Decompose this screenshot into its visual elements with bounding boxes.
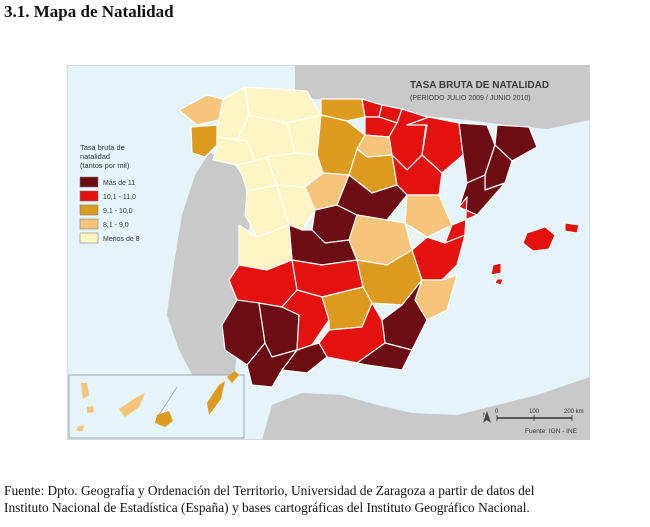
page-heading: 3.1. Mapa de Natalidad [4, 2, 174, 21]
province-cantabria [320, 98, 366, 122]
legend-title-line: (tantos por mil) [80, 161, 129, 170]
island-ibiza [490, 262, 502, 276]
provinces [178, 86, 538, 388]
legend-swatch [79, 204, 99, 216]
province-pontevedra [190, 124, 218, 158]
province-huesca [406, 116, 464, 174]
legend-label: Más de 11 [103, 180, 135, 187]
birth-rate-map: TASA BRUTA DE NATALIDAD (PERIODO JULIO 2… [67, 65, 590, 440]
island-formentera [494, 278, 504, 286]
north-arrow: N [483, 411, 491, 423]
legend-label: Menos de 8 [103, 236, 140, 243]
legend-swatch [79, 232, 99, 244]
legend-swatch [79, 176, 99, 188]
legend-label: 8,1 - 9,0 [103, 222, 129, 229]
legend: Tasa bruta de natalidad (tantos por mil)… [79, 143, 140, 244]
source-line: Instituto Nacional de Estadística (Españ… [4, 500, 530, 515]
scale-tick-label: 0 [495, 409, 499, 415]
province-almeria [356, 342, 413, 371]
scale-tick-label: 100 [529, 409, 540, 415]
island-la-gomera [87, 406, 94, 413]
island-mallorca [522, 226, 556, 252]
map-subtitle: (PERIODO JULIO 2009 / JUNIO 2010) [410, 95, 531, 102]
legend-swatch [79, 190, 99, 202]
island-la-palma [81, 383, 89, 399]
balearic-islands [490, 222, 580, 286]
island-tenerife [119, 393, 145, 417]
legend-swatch [79, 218, 99, 230]
legend-title-line: natalidad [80, 152, 110, 161]
map-credit: Fuente: IGN - INE [525, 428, 578, 435]
province-girona [494, 124, 538, 162]
province-avila [276, 184, 316, 231]
canary-inset-frame [68, 374, 245, 439]
island-menorca [564, 222, 580, 234]
island-el-hierro [77, 425, 84, 431]
canary-inset [68, 371, 245, 439]
map-title: TASA BRUTA DE NATALIDAD [410, 80, 549, 91]
portugal-land [167, 153, 255, 387]
source-note: Fuente: Dpto. Geografía y Ordenación del… [4, 482, 644, 516]
province-cordoba [281, 289, 330, 351]
legend-label: 10,1 - 11,0 [103, 194, 136, 201]
island-lanzarote [227, 371, 239, 383]
island-gran-canaria [155, 411, 173, 427]
north-arrow-icon [483, 411, 491, 423]
province-teruel [404, 194, 453, 238]
france-land [295, 65, 590, 129]
north-label: N [483, 413, 487, 419]
island-fuerteventura [207, 381, 225, 415]
scale-bar: 0 100 200 km [495, 409, 584, 421]
legend-label: 9,1 - 10,0 [103, 208, 133, 215]
africa-land [262, 377, 590, 440]
scale-tick-label: 200 km [564, 409, 584, 415]
source-line: Fuente: Dpto. Geografía y Ordenación del… [4, 483, 535, 498]
province-cadiz [246, 342, 298, 388]
legend-title-line: Tasa bruta de [80, 143, 125, 152]
canary-inset-divider [158, 386, 178, 416]
